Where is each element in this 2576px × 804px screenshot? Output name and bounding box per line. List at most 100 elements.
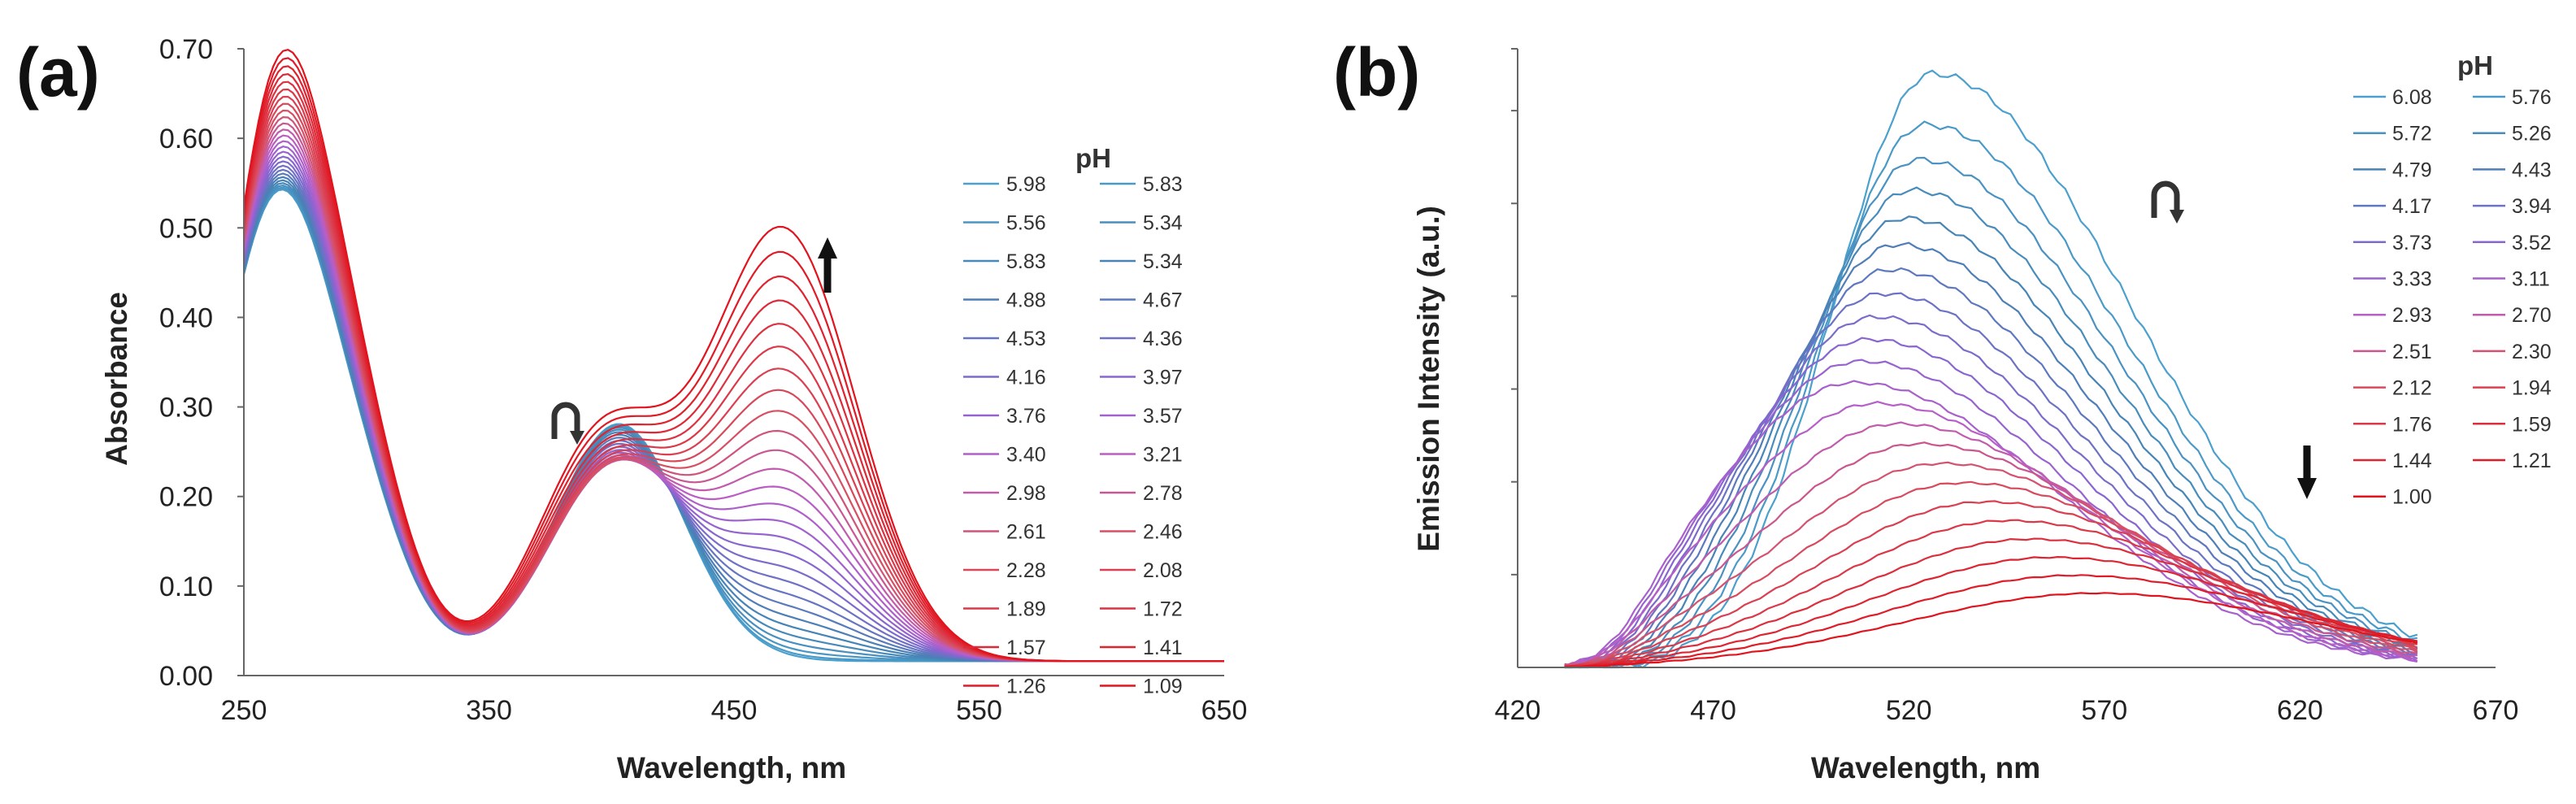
emission-x-tick-label: 420: [1495, 695, 1541, 726]
emission-series-line: [1564, 314, 2417, 668]
emission-legend-label: 3.11: [2512, 268, 2550, 291]
emission-x-axis-label: Wavelength, nm: [1811, 751, 2040, 784]
absorbance-series-line: [242, 189, 1224, 663]
absorbance-chart: (a) Absorbance Wavelength, nm 0.00 0.10 0.…: [16, 34, 1247, 784]
emission-legend-label: 1.21: [2512, 450, 2552, 472]
emission-legend-label: 3.52: [2512, 232, 2552, 254]
emission-series-line: [1564, 380, 2417, 667]
emission-legend-label: 5.76: [2512, 86, 2552, 109]
absorbance-x-tick-label: 250: [221, 695, 267, 726]
emission-legend-label: 2.30: [2512, 341, 2552, 363]
absorbance-legend-title: pH: [1075, 143, 1111, 173]
absorbance-x-tick-label: 450: [711, 695, 758, 726]
absorbance-x-tick-label: 650: [1201, 695, 1248, 726]
emission-legend-title: pH: [2457, 50, 2493, 80]
absorbance-series-line: [242, 155, 1224, 663]
absorbance-y-tick-label: 0.20: [159, 482, 213, 513]
absorbance-series-line: [242, 140, 1224, 663]
absorbance-legend-label: 1.72: [1143, 598, 1183, 621]
absorbance-legend-label: 3.97: [1143, 367, 1183, 389]
emission-x-tick-label: 620: [2277, 695, 2323, 726]
absorbance-y-tick-label: 0.40: [159, 302, 213, 333]
absorbance-legend-label: 2.28: [1006, 559, 1046, 582]
up-arrow-icon: [818, 237, 837, 293]
absorbance-legend-label: 3.40: [1006, 444, 1046, 467]
absorbance-y-tick-label: 0.60: [159, 124, 213, 154]
absorbance-legend-label: 5.34: [1143, 212, 1183, 235]
absorbance-series-line: [242, 150, 1224, 663]
emission-legend-label: 5.72: [2392, 123, 2432, 146]
absorbance-legend: 5.98 5.83 5.56 5.34 5.83 5.34 4.88 4.67 4.53 4.36…: [963, 173, 1183, 698]
absorbance-legend-label: 1.26: [1006, 676, 1046, 698]
absorbance-legend-label: 1.57: [1006, 637, 1046, 659]
absorbance-legend-label: 4.88: [1006, 289, 1046, 312]
emission-legend-label: 3.94: [2512, 195, 2552, 218]
absorbance-legend-label: 2.78: [1143, 482, 1183, 505]
absorbance-series-line: [242, 49, 1224, 663]
absorbance-legend-label: 1.89: [1006, 598, 1046, 621]
emission-series-line: [1564, 120, 2417, 669]
absorbance-x-tick-label: 550: [956, 695, 1002, 726]
absorbance-series-line: [242, 186, 1224, 663]
absorbance-series-line: [242, 88, 1224, 663]
emission-series-line: [1564, 215, 2418, 669]
absorbance-legend-label: 2.61: [1006, 521, 1046, 544]
emission-series-line: [1564, 592, 2418, 668]
panel-a-label: (a): [16, 34, 100, 111]
emission-legend-label: 5.26: [2512, 123, 2552, 146]
emission-legend-label: 4.79: [2392, 159, 2432, 181]
emission-chart: (b) Emission Intensity (a.u.) Wavelength…: [1333, 34, 2552, 784]
emission-legend-label: 2.51: [2392, 341, 2432, 363]
emission-legend-label: 1.76: [2392, 413, 2432, 436]
absorbance-legend-label: 5.98: [1006, 173, 1046, 196]
absorbance-series-line: [242, 188, 1224, 663]
absorbance-y-axis-label: Absorbance: [100, 292, 133, 466]
emission-legend-label: 6.08: [2392, 86, 2432, 109]
absorbance-legend-label: 2.98: [1006, 482, 1046, 505]
absorbance-legend-label: 3.57: [1143, 405, 1183, 428]
emission-legend-label: 1.94: [2512, 377, 2552, 400]
emission-legend-label: 2.93: [2392, 304, 2432, 327]
emission-legend-label: 2.70: [2512, 304, 2552, 327]
emission-series-line: [1564, 421, 2417, 667]
absorbance-series-line: [242, 184, 1224, 663]
emission-series-line: [1564, 480, 2418, 668]
emission-x-tick-label: 520: [1886, 695, 1932, 726]
absorbance-legend-label: 2.08: [1143, 559, 1183, 582]
absorbance-y-tick-label: 0.10: [159, 571, 213, 602]
emission-series-line: [1564, 401, 2417, 667]
emission-x-tick-label: 670: [2473, 695, 2519, 726]
absorbance-legend-label: 5.83: [1006, 250, 1046, 273]
emission-series-line: [1564, 441, 2417, 666]
emission-legend-label: 3.73: [2392, 232, 2432, 254]
absorbance-legend-label: 4.53: [1006, 328, 1046, 350]
absorbance-series-line: [242, 176, 1224, 663]
absorbance-y-tick-label: 0.50: [159, 213, 213, 244]
absorbance-legend-label: 5.83: [1143, 173, 1183, 196]
absorbance-y-tick-label: 0.30: [159, 393, 213, 424]
absorbance-legend-label: 3.21: [1143, 444, 1183, 467]
absorbance-legend-label: 4.67: [1143, 289, 1183, 312]
emission-legend-label: 4.17: [2392, 195, 2432, 218]
absorbance-legend-label: 1.41: [1143, 637, 1183, 659]
absorbance-series-line: [242, 134, 1224, 663]
absorbance-series-line: [242, 182, 1224, 663]
absorbance-x-tick-label: 350: [466, 695, 512, 726]
emission-series-line: [1564, 555, 2417, 668]
absorbance-legend-label: 4.16: [1006, 367, 1046, 389]
absorbance-legend-label: 5.34: [1143, 250, 1183, 273]
emission-x-tick-label: 470: [1690, 695, 1736, 726]
absorbance-legend-label: 3.76: [1006, 405, 1046, 428]
absorbance-legend-label: 4.36: [1143, 328, 1183, 350]
absorbance-series-line: [242, 102, 1224, 663]
absorbance-legend-label: 1.09: [1143, 676, 1183, 698]
emission-legend-label: 3.33: [2392, 268, 2432, 291]
absorbance-y-tick-label: 0.70: [159, 34, 213, 65]
absorbance-legend-label: 5.56: [1006, 212, 1046, 235]
emission-legend-label: 1.44: [2392, 450, 2432, 472]
absorbance-legend-label: 2.46: [1143, 521, 1183, 544]
absorbance-series-line: [242, 128, 1224, 663]
curved-arrow-icon: [2151, 180, 2184, 224]
emission-x-tick-label: 570: [2081, 695, 2127, 726]
